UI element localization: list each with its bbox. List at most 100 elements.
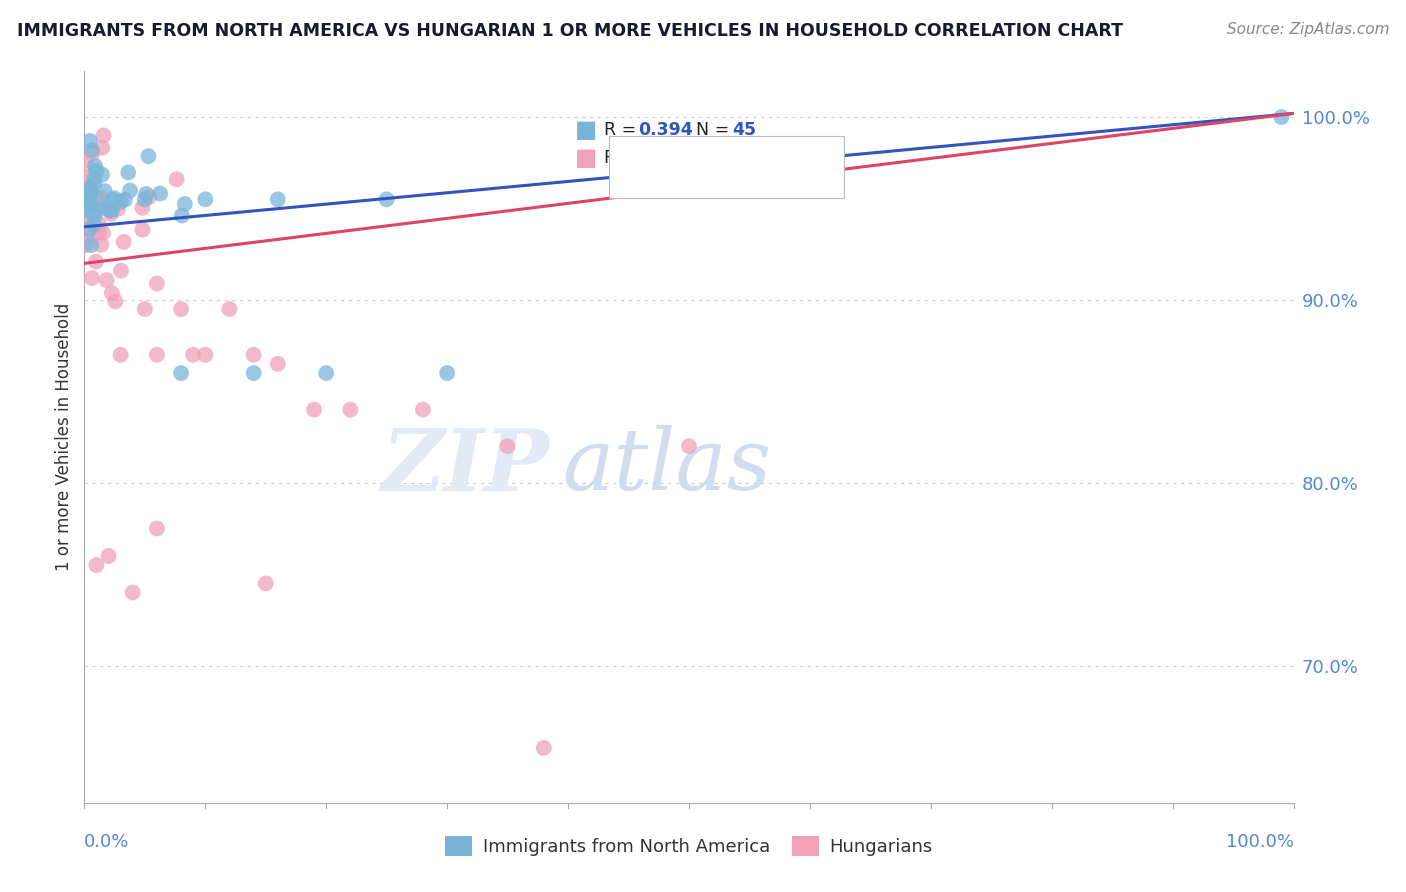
Point xyxy=(149,186,172,201)
Point xyxy=(181,348,204,362)
Point xyxy=(218,301,240,316)
Text: ■: ■ xyxy=(575,146,598,170)
Point xyxy=(75,212,97,227)
Text: 100.0%: 100.0% xyxy=(1226,833,1294,851)
Point xyxy=(120,184,142,198)
Point xyxy=(79,134,101,148)
Point xyxy=(138,149,160,163)
Point xyxy=(375,192,398,206)
Text: R =: R = xyxy=(605,121,643,139)
Point xyxy=(100,203,122,218)
Point xyxy=(96,273,118,287)
Point xyxy=(87,226,110,240)
Text: N =: N = xyxy=(696,149,735,167)
Text: ■: ■ xyxy=(575,118,598,142)
Point xyxy=(242,366,264,380)
Point xyxy=(84,254,107,268)
Point xyxy=(110,263,132,277)
Point xyxy=(117,165,139,179)
Point xyxy=(90,191,112,205)
Point xyxy=(89,202,111,216)
Point xyxy=(80,143,103,157)
Point xyxy=(110,348,132,362)
Point xyxy=(302,402,325,417)
Point xyxy=(80,196,103,211)
Point xyxy=(91,226,114,240)
Point xyxy=(134,301,156,316)
Point xyxy=(79,198,101,212)
Point xyxy=(77,223,100,237)
Point xyxy=(254,576,277,591)
Point xyxy=(170,301,193,316)
Point xyxy=(84,209,107,223)
Point xyxy=(412,402,434,417)
Point xyxy=(339,402,361,417)
Point xyxy=(93,184,115,198)
Point xyxy=(533,740,555,755)
Point xyxy=(101,193,124,207)
Point xyxy=(86,164,108,178)
Point xyxy=(80,238,103,252)
Text: N =: N = xyxy=(696,121,735,139)
Point xyxy=(104,294,127,309)
Point xyxy=(496,439,519,453)
Point xyxy=(76,202,98,217)
Point xyxy=(267,357,290,371)
Point xyxy=(97,549,120,563)
Point xyxy=(83,218,105,232)
Point xyxy=(89,198,111,212)
Point xyxy=(138,190,160,204)
Point xyxy=(80,271,103,285)
Point xyxy=(90,237,112,252)
Point xyxy=(131,223,153,237)
Legend: Immigrants from North America, Hungarians: Immigrants from North America, Hungarian… xyxy=(437,829,941,863)
Point xyxy=(79,186,101,201)
Point xyxy=(75,157,97,171)
Point xyxy=(678,439,700,453)
Text: 0.0%: 0.0% xyxy=(84,833,129,851)
Point xyxy=(91,141,114,155)
Point xyxy=(242,348,264,362)
Point xyxy=(315,366,337,380)
Point xyxy=(134,192,156,206)
Point xyxy=(79,182,101,196)
Point xyxy=(86,558,108,573)
Point xyxy=(170,209,193,223)
Text: 45: 45 xyxy=(733,121,756,139)
Point xyxy=(436,366,458,380)
Point xyxy=(166,172,188,186)
Point xyxy=(112,235,135,249)
Point xyxy=(107,202,129,216)
Text: Source: ZipAtlas.com: Source: ZipAtlas.com xyxy=(1226,22,1389,37)
Point xyxy=(84,159,107,173)
Text: atlas: atlas xyxy=(562,425,770,508)
Text: IMMIGRANTS FROM NORTH AMERICA VS HUNGARIAN 1 OR MORE VEHICLES IN HOUSEHOLD CORRE: IMMIGRANTS FROM NORTH AMERICA VS HUNGARI… xyxy=(17,22,1123,40)
Point xyxy=(114,193,136,207)
Text: 0.220: 0.220 xyxy=(638,149,693,167)
Point xyxy=(75,187,97,202)
Point xyxy=(82,146,104,161)
Point xyxy=(75,171,97,186)
Point xyxy=(267,192,290,206)
Point xyxy=(146,277,169,291)
Point xyxy=(76,230,98,244)
Point xyxy=(101,203,124,218)
Point xyxy=(100,207,122,221)
Point xyxy=(79,180,101,194)
Point xyxy=(80,185,103,199)
Point xyxy=(121,585,143,599)
Point xyxy=(194,348,217,362)
Point xyxy=(146,348,169,362)
Point xyxy=(146,521,169,535)
Point xyxy=(96,201,118,215)
Point xyxy=(1270,110,1292,124)
Point xyxy=(110,194,132,209)
Point xyxy=(75,238,97,252)
Point xyxy=(91,168,114,182)
Point xyxy=(103,191,125,205)
Point xyxy=(194,192,217,206)
Point xyxy=(131,201,153,215)
Point xyxy=(93,128,115,143)
Point xyxy=(101,286,124,301)
Y-axis label: 1 or more Vehicles in Household: 1 or more Vehicles in Household xyxy=(55,303,73,571)
